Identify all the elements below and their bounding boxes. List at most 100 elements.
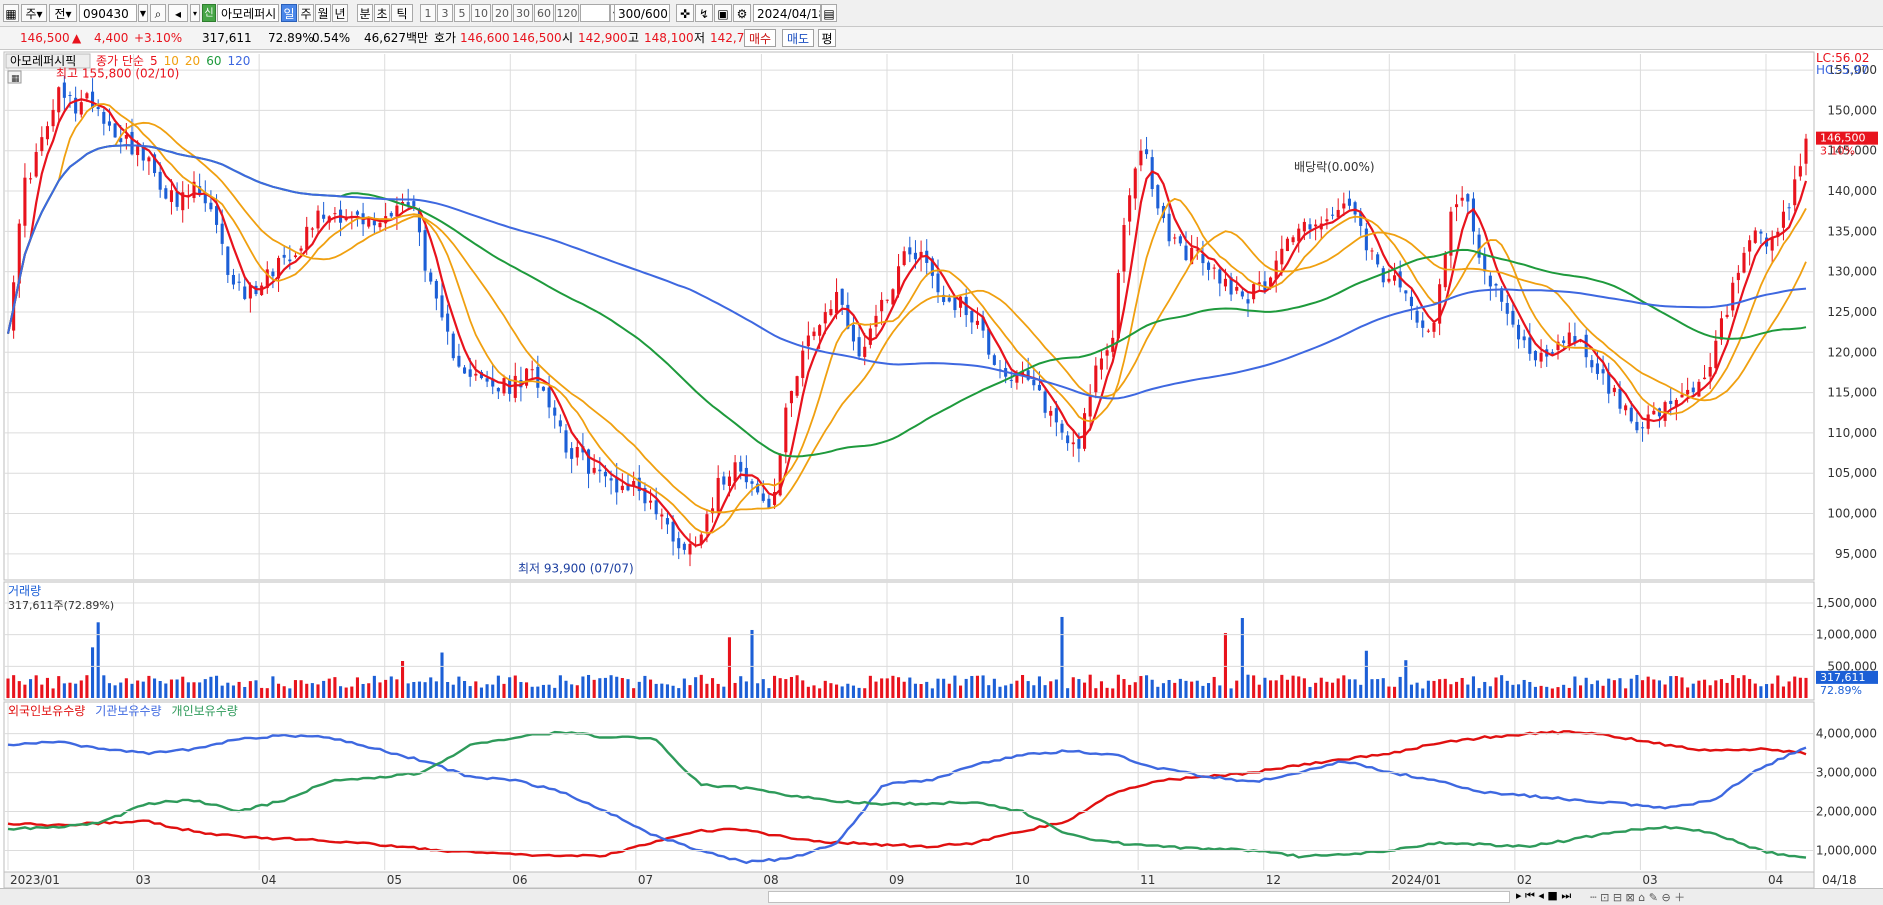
price-tick-label: 120,000: [1827, 345, 1877, 359]
candle-body: [1804, 138, 1808, 164]
volume-bar: [1178, 678, 1182, 698]
volume-bar: [1483, 681, 1487, 698]
chart-area[interactable]: 95,000 100,000 105,000 110,000 115,000 120,00…: [0, 50, 1883, 888]
volume-bar: [1579, 685, 1583, 698]
candle-body: [277, 257, 281, 279]
candle-body: [1071, 442, 1075, 445]
volume-bar: [1190, 681, 1194, 698]
sell-button[interactable]: 매도: [782, 29, 814, 47]
volume-bar: [699, 674, 703, 698]
count-input[interactable]: 300/600: [614, 4, 670, 22]
interval-60[interactable]: 60: [534, 4, 554, 22]
indicator-icon[interactable]: ↯: [695, 4, 713, 22]
volume-subtitle: 317,611주(72.89%): [8, 599, 114, 612]
interval-1[interactable]: 1: [420, 4, 436, 22]
calendar-icon[interactable]: ▤: [821, 4, 837, 22]
interval-10[interactable]: 10: [471, 4, 491, 22]
crosshair-icon[interactable]: ✜: [676, 4, 694, 22]
candle-body: [1314, 224, 1318, 227]
candle-body: [1781, 211, 1785, 228]
candle-body: [1455, 204, 1459, 208]
volume-bar: [1511, 684, 1515, 698]
tab-period-tick[interactable]: 틱: [391, 4, 413, 22]
volume-bar: [863, 688, 867, 698]
candle-body: [570, 448, 574, 459]
volume-bar: [1421, 688, 1425, 698]
eval-button[interactable]: 평: [818, 29, 836, 47]
volume-bar: [620, 678, 624, 698]
candle-body: [243, 286, 247, 299]
candle-body: [1488, 275, 1492, 287]
volume-bar: [598, 678, 602, 698]
period-main-select[interactable]: 주▾: [21, 4, 47, 22]
prev-dropdown-icon[interactable]: ▾: [190, 4, 200, 22]
code-dropdown-icon[interactable]: ▼: [138, 4, 148, 22]
nav-controls-icon[interactable]: ▸ ⏮ ◂ ■ ⏭: [1516, 889, 1572, 902]
code-input[interactable]: 090430: [79, 4, 137, 22]
volume-bar: [1122, 679, 1126, 698]
price-axis: 95,000 100,000 105,000 110,000 115,000 120,00…: [1827, 63, 1877, 561]
tab-period-second[interactable]: 초: [374, 4, 390, 22]
volume-bar: [1674, 676, 1678, 698]
volume-tick-label: 1,000,000: [1816, 628, 1877, 642]
buy-button[interactable]: 매수: [744, 29, 776, 47]
candle-body: [727, 476, 731, 486]
layout-icon[interactable]: ▦: [3, 4, 19, 22]
tab-period-month[interactable]: 월: [315, 4, 331, 22]
horizontal-scrollbar[interactable]: [768, 891, 1510, 903]
volume-bar: [1353, 679, 1357, 698]
volume-bar: [350, 686, 354, 698]
x-axis-bar: [3, 871, 1815, 888]
candle-body: [1646, 414, 1650, 429]
tab-period-minute[interactable]: 분: [357, 4, 373, 22]
volume-bar: [727, 637, 731, 698]
volume-bar: [1635, 674, 1639, 698]
candle-body: [1759, 231, 1763, 234]
candle-body: [778, 454, 782, 496]
save-icon[interactable]: ▣: [714, 4, 732, 22]
volume-bar: [1297, 676, 1301, 698]
last-price-label: 146,500: [1820, 132, 1866, 145]
date-input[interactable]: 2024/04/18: [753, 4, 821, 22]
candle-body: [981, 316, 985, 331]
zoom-tools-icon[interactable]: ┄ ⊡ ⊟ ⊠ ⌂ ✎ ⊖ ＋: [1590, 891, 1686, 904]
volume-bar: [169, 679, 173, 698]
interval-120[interactable]: 120: [555, 4, 579, 22]
volume-bar: [981, 675, 985, 698]
holdings-legend-item: 개인보유수량: [172, 704, 238, 718]
volume-bar: [215, 675, 219, 698]
tab-period-day[interactable]: 일: [281, 4, 297, 22]
gear-icon[interactable]: ⚙: [733, 4, 751, 22]
interval-custom-input[interactable]: [580, 4, 610, 22]
x-tick-label: 04: [1768, 873, 1783, 887]
interval-30[interactable]: 30: [513, 4, 533, 22]
candle-body: [74, 97, 78, 114]
x-tick-label: 02: [1517, 873, 1532, 887]
candle-body: [1381, 268, 1385, 283]
volume-bar: [908, 677, 912, 698]
volume-bar: [570, 684, 574, 698]
volume-bar: [665, 684, 669, 698]
volume-bar: [1432, 680, 1436, 698]
volume-bar: [975, 675, 979, 698]
tab-period-week[interactable]: 주: [298, 4, 314, 22]
volume-bar: [57, 676, 61, 698]
candle-body: [880, 299, 884, 312]
volume-bar: [778, 678, 782, 698]
stock-name-field[interactable]: 아모레퍼시: [217, 4, 279, 22]
candle-body: [525, 368, 529, 386]
speaker-icon[interactable]: ◂: [168, 4, 188, 22]
market-select[interactable]: 전▾: [49, 4, 77, 22]
tab-period-year[interactable]: 년: [332, 4, 348, 22]
candle-body: [1697, 381, 1701, 397]
volume-ratio: 72.89%: [268, 31, 314, 45]
search-icon[interactable]: ⌕: [150, 4, 166, 22]
interval-5[interactable]: 5: [454, 4, 470, 22]
candle-body: [1601, 369, 1605, 374]
candle-body: [541, 386, 545, 391]
candle-body: [1347, 198, 1351, 206]
interval-3[interactable]: 3: [437, 4, 453, 22]
candle-body: [1364, 228, 1368, 251]
pane-toggle-icon[interactable]: [7, 70, 22, 84]
interval-20[interactable]: 20: [492, 4, 512, 22]
